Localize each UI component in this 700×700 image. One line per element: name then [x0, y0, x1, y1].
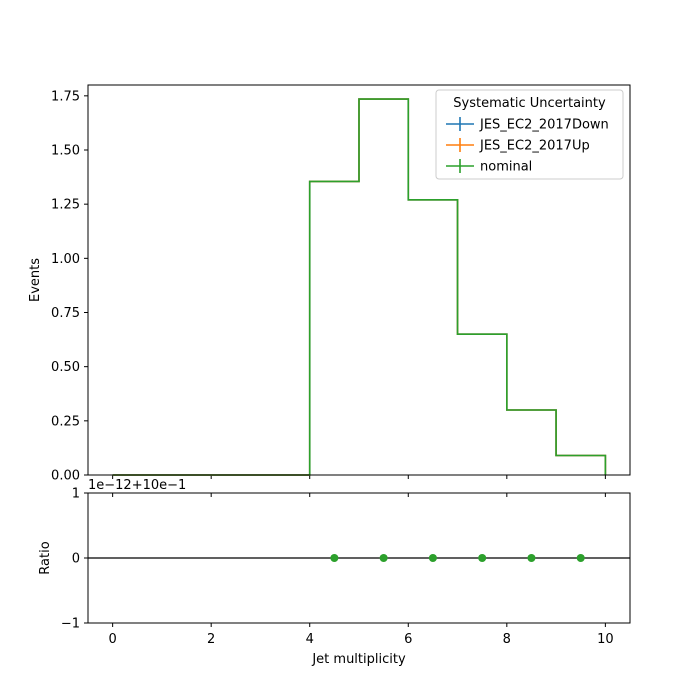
y-tick-label: 0.25 [51, 414, 80, 429]
ratio-y-tick-label: 1 [72, 487, 80, 502]
y-axis-label: Events [28, 258, 43, 302]
legend-title: Systematic Uncertainty [453, 96, 606, 111]
ratio-y-tick-label: 0 [72, 552, 80, 567]
legend-label: JES_EC2_2017Up [479, 139, 590, 154]
legend-entry: JES_EC2_2017Up [446, 138, 590, 154]
ratio-point [576, 554, 585, 562]
x-tick-label: 4 [306, 632, 314, 647]
x-tick-label: 8 [503, 632, 511, 647]
legend-entry: nominal [446, 159, 532, 175]
ratio-offset-text: 1e−12+10e−1 [88, 478, 186, 493]
legend-label: nominal [480, 160, 532, 175]
x-axis-label: Jet multiplicity [311, 652, 406, 667]
ratio-y-axis-label: Ratio [38, 541, 53, 574]
ratio-point [478, 554, 487, 562]
top-axes-frame [87, 84, 631, 476]
y-tick-label: 0.75 [51, 306, 80, 321]
legend-label: JES_EC2_2017Down [479, 118, 609, 133]
y-tick-label: 1.50 [51, 144, 80, 159]
y-tick-label: 1.75 [51, 89, 80, 104]
y-tick-label: 1.25 [51, 198, 80, 213]
ratio-point [330, 554, 339, 562]
x-tick-label: 2 [207, 632, 215, 647]
y-tick-label: 1.00 [51, 252, 80, 267]
x-tick-label: 0 [108, 632, 116, 647]
ratio-axes-frame [87, 492, 631, 624]
x-tick-label: 10 [597, 632, 614, 647]
main-histogram-panel: 0.00 0.25 0.50 0.75 1.00 1.25 1.50 1.75 Events [28, 84, 631, 484]
legend: Systematic Uncertainty JES_EC2_2017Down JE… [435, 89, 624, 180]
ratio-point [379, 554, 388, 562]
ratio-point [527, 554, 536, 562]
ratio-y-tick-label: −1 [61, 617, 80, 632]
y-tick-label: 0.50 [51, 360, 80, 375]
legend-box [435, 89, 624, 180]
y-tick-label: 0.00 [51, 469, 80, 484]
ratio-point [428, 554, 437, 562]
x-tick-label: 6 [404, 632, 412, 647]
legend-entry: JES_EC2_2017Down [446, 117, 609, 133]
